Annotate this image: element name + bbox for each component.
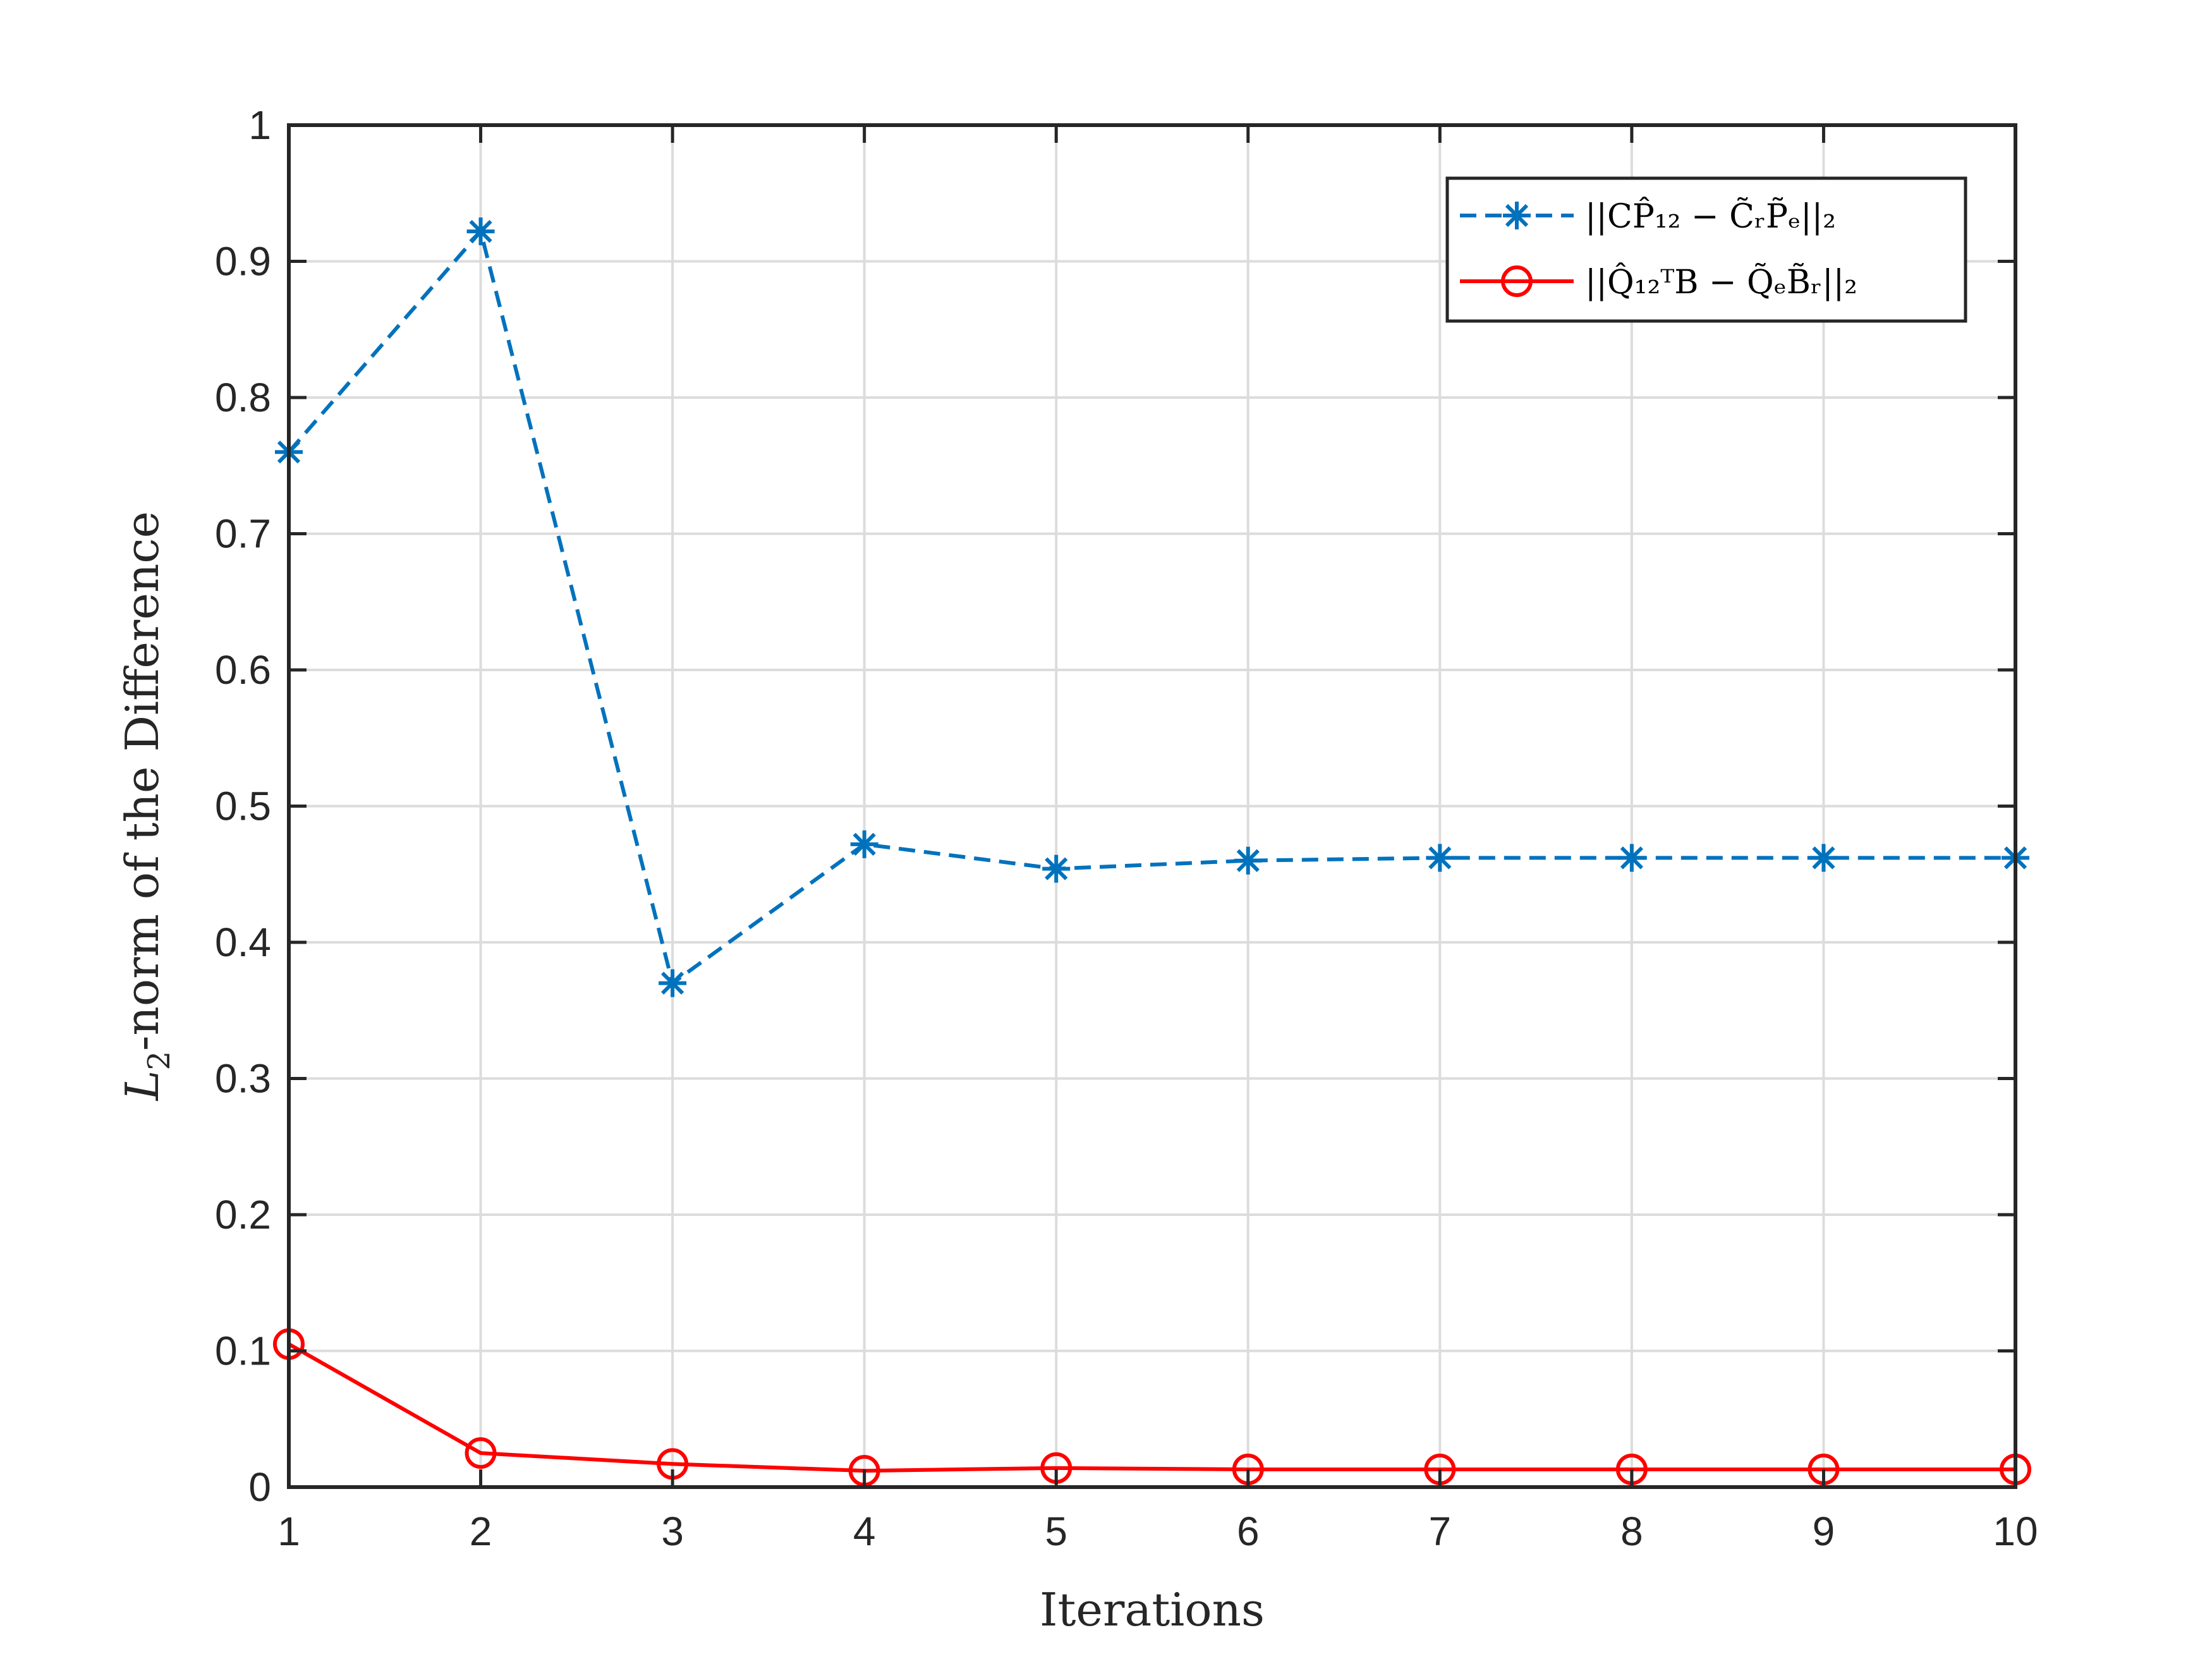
y-axis-label: L2-norm of the Difference [116,511,177,1102]
x-tick-label: 2 [470,1509,492,1554]
legend-entry-series-2: ||Q̂₁₂ᵀB − Q̃ₑB̃ᵣ||₂ [1460,263,1857,301]
x-tick-label: 3 [661,1509,684,1554]
series-1-point [850,830,878,858]
x-axis-label: Iterations [1040,1583,1265,1636]
series-1-point [1426,844,1454,872]
series-1-point [1042,854,1071,883]
legend: ||CP̂₁₂ − C̃ᵣP̃ₑ||₂ ||Q̂₁₂ᵀB − Q̃ₑB̃ᵣ||₂ [1445,176,1967,323]
y-tick-label: 0.8 [215,375,271,420]
legend-circle-marker-icon [1501,265,1533,297]
legend-label-series-2: ||Q̂₁₂ᵀB − Q̃ₑB̃ᵣ||₂ [1585,263,1857,301]
series-1-point [466,217,495,246]
series-2-point [465,1437,497,1469]
y-tick-label: 0.6 [215,647,271,693]
series-1-point [1617,844,1646,872]
x-tick-label: 9 [1813,1509,1835,1554]
series-1-point [659,969,687,997]
x-tick-label: 6 [1237,1509,1260,1554]
x-tick-label: 1 [277,1509,300,1554]
series-1-point [1809,844,1838,872]
y-tick-label: 0.2 [215,1192,271,1237]
x-tick-label: 8 [1620,1509,1643,1554]
legend-asterisk-marker-icon [1503,202,1531,229]
y-tick-label: 0.4 [215,920,271,965]
ticks: 1 2 3 4 5 6 7 8 9 10 0 0.1 0.2 0.3 0.4 0.5 0.6 0.7 0.8 0.9 1 [215,102,2038,1554]
y-tick-label: 0.1 [215,1328,271,1374]
series-1-line [287,227,2015,987]
legend-label-series-1: ||CP̂₁₂ − C̃ᵣP̃ₑ||₂ [1585,197,1836,236]
y-tick-label: 1 [248,102,271,148]
x-tick-label: 7 [1429,1509,1452,1554]
y-tick-label: 0.7 [215,511,271,557]
y-tick-label: 0 [248,1464,271,1510]
y-tick-label: 0.5 [215,784,271,829]
y-tick-label: 0.9 [215,239,271,284]
x-tick-label: 4 [853,1509,876,1554]
series-2-line [288,1342,2015,1473]
legend-entry-series-1: ||CP̂₁₂ − C̃ᵣP̃ₑ||₂ [1460,197,1836,236]
x-tick-label: 5 [1045,1509,1067,1554]
y-axis-label-group: L2-norm of the Difference [116,511,177,1102]
x-tick-label: 10 [1993,1509,2038,1554]
y-tick-label: 0.3 [215,1056,271,1102]
series-1-point [1234,846,1262,875]
legend-box [1445,176,1967,323]
